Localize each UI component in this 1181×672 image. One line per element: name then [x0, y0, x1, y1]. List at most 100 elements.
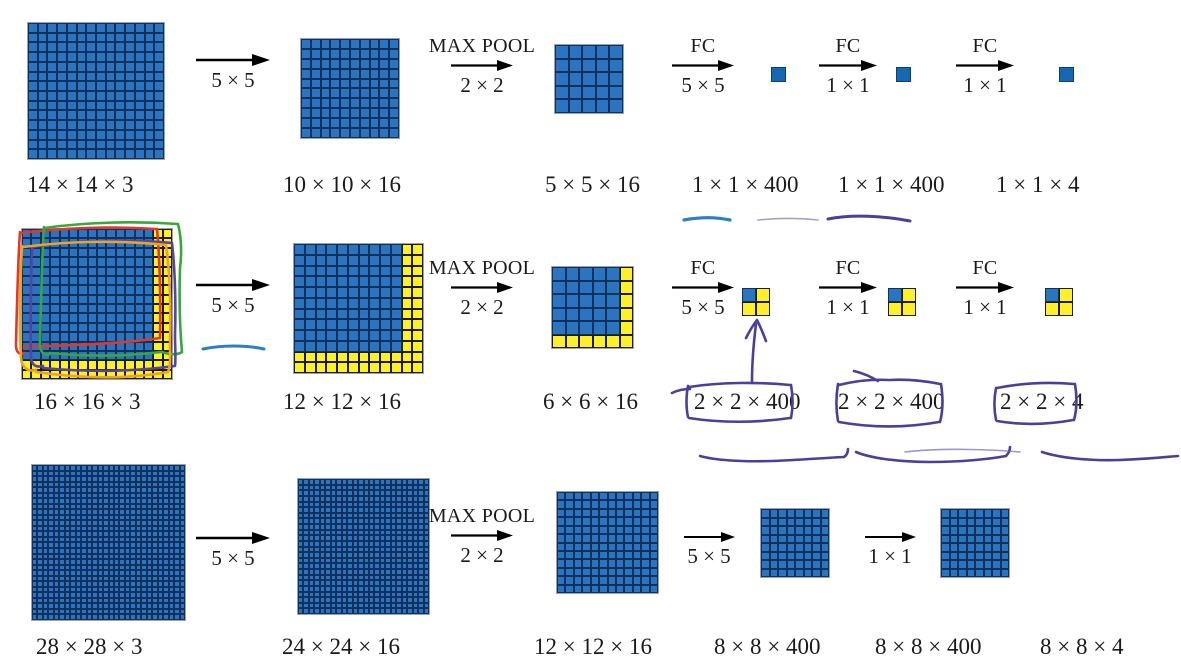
- grid-cell: [75, 487, 82, 493]
- grid-cell: [592, 267, 606, 281]
- grid-cell: [363, 512, 369, 519]
- grid-cell: [57, 23, 67, 33]
- grid-cell: [350, 88, 360, 99]
- grid-cell: [599, 576, 608, 585]
- grid-cell: [412, 507, 419, 513]
- grid-cell: [168, 570, 175, 576]
- grid-cell: [119, 559, 125, 565]
- grid-cell: [141, 487, 147, 493]
- grid-cell: [113, 575, 120, 582]
- grid-cell: [352, 602, 359, 609]
- grid-cell: [795, 509, 804, 518]
- grid-cell: [303, 574, 309, 581]
- grid-cell: [75, 592, 82, 598]
- grid-cell: [57, 139, 67, 150]
- grid-cell: [330, 484, 337, 491]
- shape-label-r1-3: 1 × 1 × 400: [692, 172, 799, 197]
- grid-cell: [304, 340, 316, 352]
- grid-cell: [87, 313, 97, 323]
- grid-cell: [119, 548, 125, 554]
- grid-cell: [96, 61, 106, 72]
- shape-label-r3-2: 12 × 12 × 16: [534, 634, 652, 659]
- grid-cell: [350, 118, 360, 129]
- grid-cell: [125, 275, 135, 286]
- grid-cell: [390, 362, 402, 373]
- grid-cell: [423, 535, 429, 541]
- grid-cell: [70, 498, 76, 504]
- grid-cell: [582, 534, 591, 543]
- grid-cell: [949, 568, 958, 577]
- grid-cell: [40, 285, 51, 295]
- grid-cell: [22, 266, 32, 276]
- grid-cell: [168, 509, 175, 515]
- grid-cell: [320, 108, 331, 119]
- grid-cell: [599, 550, 608, 560]
- grid-cell: [113, 553, 120, 560]
- grid-cell: [396, 495, 402, 502]
- grid-cell: [983, 534, 992, 543]
- grid-cell: [320, 88, 331, 99]
- grid-cell: [641, 508, 650, 518]
- grid-cell: [153, 257, 163, 267]
- grid-cell: [113, 509, 120, 515]
- grid-cell: [152, 570, 158, 576]
- grid-cell: [179, 520, 185, 526]
- grid-cell: [407, 569, 413, 575]
- grid-cell: [599, 508, 608, 518]
- grid-cell: [1000, 568, 1009, 577]
- grid-cell: [113, 492, 120, 499]
- grid-cell: [340, 78, 350, 89]
- grid-cell: [786, 568, 795, 577]
- grid-cell: [325, 540, 331, 547]
- grid-cell: [134, 23, 145, 33]
- grid-cell: [568, 99, 583, 113]
- grid-cell: [37, 465, 43, 471]
- grid-cell: [374, 591, 380, 598]
- grid-cell: [347, 507, 353, 513]
- grid-cell: [108, 608, 114, 615]
- grid-cell: [407, 608, 413, 614]
- grid-cell: [407, 535, 413, 541]
- grid-cell: [590, 559, 600, 568]
- grid-cell: [141, 564, 147, 571]
- grid-cell: [325, 552, 331, 558]
- grid-cell: [368, 507, 375, 513]
- grid-cell: [319, 574, 326, 581]
- grid-cell: [390, 574, 397, 581]
- grid-cell: [113, 487, 120, 493]
- grid-cell: [42, 531, 49, 537]
- grid-cell: [174, 476, 180, 482]
- grid-cell: [68, 341, 79, 351]
- grid-cells: [32, 465, 185, 620]
- grid-cell: [125, 285, 135, 295]
- grid-cell: [174, 465, 180, 471]
- grid-cell: [57, 52, 67, 62]
- grid-cell: [778, 517, 787, 526]
- arrow-conv-row3-c: 5 × 5: [664, 528, 754, 567]
- grid-cell: [163, 498, 169, 504]
- grid-cell: [146, 492, 153, 499]
- grid-cell: [582, 517, 591, 526]
- grid-cell: [125, 238, 135, 248]
- grid-cell: [368, 574, 375, 581]
- grid-cell: [97, 564, 104, 571]
- grid-cell: [336, 552, 342, 558]
- grid-cell: [37, 492, 43, 499]
- grid-cell: [108, 553, 114, 560]
- grid-cell: [59, 492, 65, 499]
- grid-cell: [298, 518, 304, 524]
- grid-cell: [113, 514, 120, 521]
- grid-cell: [48, 586, 54, 593]
- grid-cell: [624, 534, 633, 543]
- grid-cell: [134, 313, 144, 323]
- grid-cell: [64, 575, 71, 582]
- grid-cell: [592, 334, 606, 348]
- grid-cell: [135, 564, 142, 571]
- grid-cell: [418, 602, 424, 609]
- grid-cell: [341, 540, 348, 547]
- grid-cell: [154, 32, 164, 43]
- grid-cell: [599, 492, 608, 501]
- grid-cell: [350, 78, 360, 89]
- grid-cell: [592, 321, 606, 335]
- grid-cell: [125, 304, 135, 314]
